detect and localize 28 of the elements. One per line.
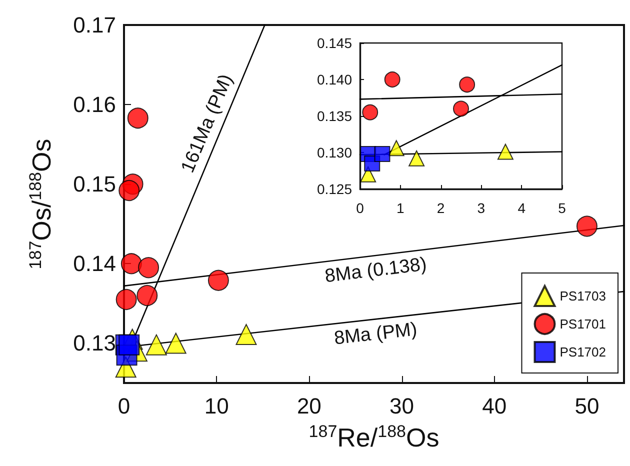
- y-tick-label: 0.16: [73, 92, 116, 118]
- x-tick-label: 10: [204, 394, 229, 418]
- x-tick-label: 5: [558, 200, 566, 216]
- x-tick-label: 0: [356, 200, 364, 216]
- legend-label: PS1702: [560, 344, 606, 360]
- y-tick-label: 0.15: [73, 172, 116, 197]
- y-tick-label: 0.135: [316, 108, 352, 124]
- y-tick-label: 0.130: [316, 144, 352, 160]
- x-tick-label: 2: [436, 200, 445, 216]
- x-tick-label: 4: [518, 200, 526, 216]
- x-tick-label: 30: [390, 394, 414, 418]
- legend-label: PS1701: [560, 316, 606, 332]
- text: 8Ma (PM): [333, 319, 418, 350]
- x-tick-label: 50: [574, 394, 600, 418]
- x-tick-label: 3: [477, 200, 486, 216]
- y-tick-label: 0.17: [73, 12, 116, 38]
- y-axis-title: 187Os/188Os: [26, 138, 56, 270]
- x-tick-label: 1: [396, 200, 404, 216]
- y-tick-label: 0.14: [73, 251, 116, 276]
- y-tick-label: 0.145: [316, 35, 352, 51]
- x-tick-label: 0: [118, 394, 130, 418]
- x-tick-label: 20: [296, 394, 322, 418]
- legend-label: PS1703: [560, 288, 606, 304]
- text: 8Ma (0.138): [324, 254, 428, 288]
- x-tick-label: 40: [482, 394, 507, 418]
- y-tick-label: 0.125: [316, 181, 352, 197]
- y-tick-label: 0.13: [73, 330, 116, 356]
- y-tick-label: 0.140: [316, 72, 352, 88]
